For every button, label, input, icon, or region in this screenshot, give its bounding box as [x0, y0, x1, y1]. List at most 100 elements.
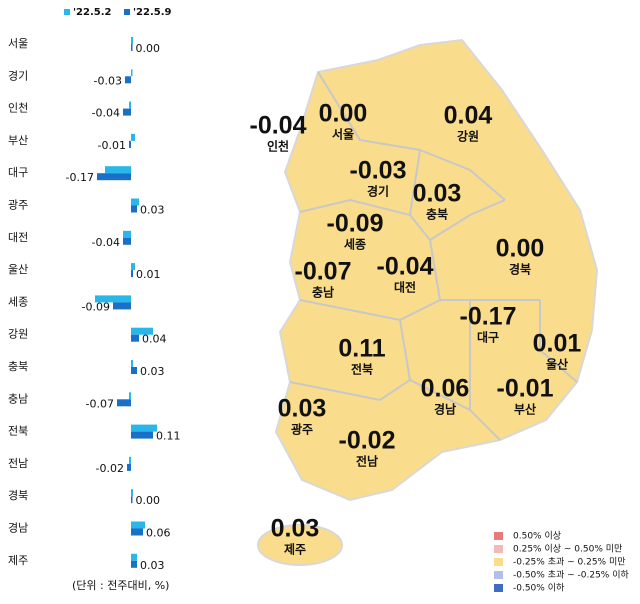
map-legend-label: -0.50% 초과 ~ -0.25% 이하 [513, 570, 630, 581]
bar [123, 230, 131, 238]
value-label: 0.11 [156, 430, 181, 443]
map-value: -0.03 [350, 157, 407, 185]
bar [129, 101, 131, 109]
bar [129, 456, 131, 464]
map-legend-label: -0.25% 초과 ~ 0.25% 미만 [513, 557, 626, 568]
bar [131, 424, 157, 432]
value-label: 0.03 [140, 559, 165, 572]
map-value: -0.04 [377, 253, 434, 281]
value-label: 0.04 [142, 333, 167, 346]
value-label: -0.17 [66, 171, 94, 184]
value-label: 0.03 [140, 365, 165, 378]
map-legend-swatch [494, 532, 503, 540]
map-legend-swatch [494, 558, 503, 566]
bar [129, 392, 131, 400]
bar [113, 302, 131, 310]
bar [131, 205, 137, 213]
legend-label: '22.5.9 [133, 7, 172, 18]
map-value: 0.00 [319, 100, 368, 128]
value-label: -0.09 [82, 300, 110, 313]
value-label: -0.04 [92, 107, 120, 120]
map-region: 대전 [394, 280, 416, 295]
bar [131, 367, 137, 374]
map-value: 0.06 [421, 375, 470, 403]
map-legend-label: 0.25% 이상 ~ 0.50% 미만 [513, 544, 622, 555]
bar [131, 334, 139, 342]
bar [131, 263, 135, 271]
map-region: 경북 [509, 263, 531, 277]
map-region: 울산 [546, 357, 568, 372]
value-label: 0.00 [136, 494, 161, 507]
category-label: 경남 [8, 522, 28, 535]
bar [131, 327, 153, 335]
map-region: 제주 [284, 543, 306, 557]
bar [131, 37, 133, 44]
category-label: 세종 [8, 295, 28, 308]
map-region: 서울 [332, 127, 354, 142]
category-label: 전북 [8, 425, 28, 438]
bar [131, 69, 133, 77]
map-region: 충남 [312, 285, 334, 300]
map-value: 0.11 [338, 335, 385, 363]
bar [123, 108, 131, 116]
bar [131, 270, 133, 278]
bar [125, 76, 131, 84]
legend-swatch [64, 9, 70, 15]
bar [131, 560, 137, 568]
category-label: 충북 [8, 360, 28, 373]
map-legend-swatch [494, 584, 503, 592]
value-label: -0.02 [96, 462, 124, 475]
value-label: 0.03 [140, 204, 165, 217]
map-region: 인천 [267, 139, 289, 154]
map-value: 0.03 [413, 180, 462, 208]
map-legend-swatch [494, 571, 503, 579]
bar [131, 198, 139, 206]
map-region: 세종 [344, 237, 366, 252]
map-region: 경기 [367, 184, 389, 199]
bar [131, 521, 145, 529]
map-region: 경남 [434, 402, 456, 417]
category-label: 부산 [8, 134, 28, 147]
bar [131, 489, 133, 497]
bar [131, 360, 133, 367]
category-label: 서울 [8, 37, 28, 50]
map [257, 38, 599, 566]
bar [95, 295, 131, 303]
category-label: 강원 [8, 328, 28, 341]
map-legend-label: -0.50% 이하 [513, 583, 565, 594]
bar [105, 166, 131, 174]
bar [123, 237, 131, 245]
category-label: 제주 [8, 554, 28, 567]
map-region: 대구 [477, 331, 499, 345]
map-legend-swatch [494, 545, 503, 553]
bar [131, 431, 153, 439]
bar [117, 399, 131, 407]
bar [97, 173, 131, 181]
category-label: 경기 [8, 69, 28, 82]
legend-swatch [124, 9, 130, 15]
map-value: 0.03 [271, 515, 320, 543]
value-label: 0.01 [136, 268, 161, 281]
map-region: 강원 [457, 130, 479, 144]
region-border [289, 71, 578, 441]
map-value: -0.09 [327, 210, 384, 238]
map-region: 전남 [356, 454, 378, 469]
map-region: 충북 [426, 207, 448, 222]
map-value: -0.01 [497, 375, 554, 403]
value-label: -0.07 [86, 397, 114, 410]
category-label: 충남 [8, 392, 28, 405]
value-label: -0.03 [94, 74, 122, 87]
map-value: -0.04 [250, 112, 307, 140]
category-label: 인천 [8, 101, 28, 115]
value-label: -0.01 [98, 139, 126, 152]
map-region: 부산 [514, 402, 536, 417]
legend-label: '22.5.2 [73, 7, 112, 18]
map-value: -0.07 [295, 258, 352, 286]
map-value: 0.03 [278, 395, 327, 423]
category-label: 광주 [8, 199, 28, 212]
category-label: 대전 [8, 231, 28, 244]
map-value: 0.04 [444, 102, 493, 130]
bar [127, 463, 131, 471]
value-label: -0.04 [92, 236, 120, 249]
